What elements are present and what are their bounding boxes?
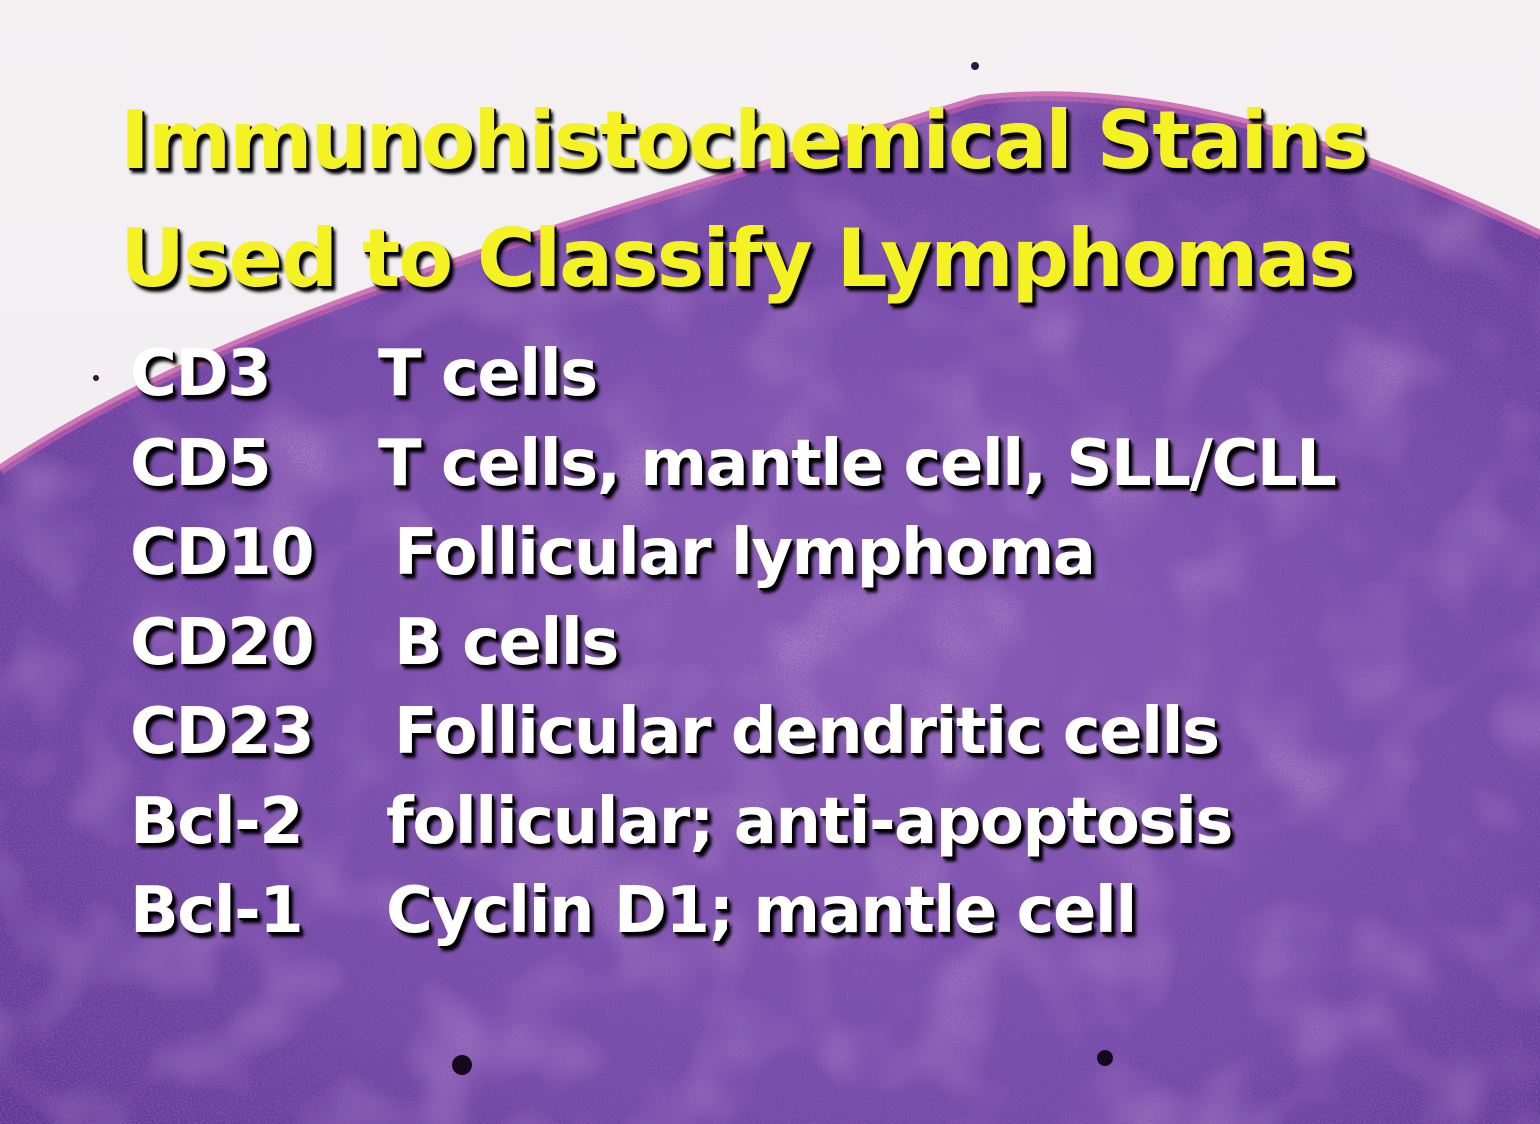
stain-marker: Bcl-2 <box>130 784 304 859</box>
stain-row-cd10: CD10 Follicular lymphoma <box>130 509 1335 599</box>
stain-row-cd3: CD3 T cells <box>130 330 1335 420</box>
stain-description: Follicular lymphoma <box>394 516 1096 590</box>
stain-marker: Bcl-1 <box>130 874 304 948</box>
slide-title-line-2: Used to Classify Lymphomas <box>120 212 1356 305</box>
slide-title: Immunohistochemical Stains Used to Class… <box>120 82 1450 318</box>
stain-marker: CD3 <box>130 337 272 411</box>
stain-description: B cells <box>394 605 619 680</box>
stain-row-bcl-2: Bcl-2 follicular; anti-apoptosis <box>130 778 1335 868</box>
stain-row-cd23: CD23 Follicular dendritic cells <box>130 688 1335 778</box>
stain-marker: CD23 <box>130 695 315 769</box>
stain-description: T cells, mantle cell, SLL/CLL <box>378 426 1337 501</box>
stain-marker: CD5 <box>130 426 272 501</box>
stain-marker: CD10 <box>130 516 315 590</box>
stain-description: Cyclin D1; mantle cell <box>386 874 1137 948</box>
stain-description: T cells <box>378 337 598 411</box>
stain-description: Follicular dendritic cells <box>394 695 1220 769</box>
stain-row-cd20: CD20 B cells <box>130 599 1335 689</box>
slide-title-line-1: Immunohistochemical Stains <box>120 94 1368 187</box>
stain-list: CD3 T cells CD5 T cells, mantle cell, SL… <box>130 330 1337 957</box>
stain-description: follicular; anti-apoptosis <box>386 784 1234 859</box>
stain-row-cd5: CD5 T cells, mantle cell, SLL/CLL <box>130 420 1337 510</box>
stain-row-bcl-1: Bcl-1 Cyclin D1; mantle cell <box>130 867 1335 957</box>
stain-marker: CD20 <box>130 605 315 680</box>
